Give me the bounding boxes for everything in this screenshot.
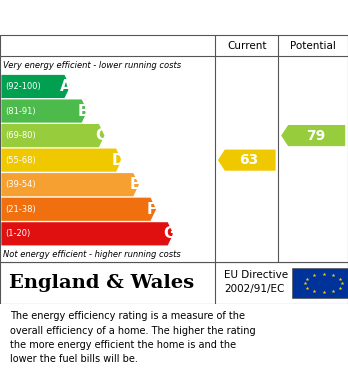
Text: C: C bbox=[95, 128, 106, 143]
Polygon shape bbox=[1, 173, 139, 196]
Text: Very energy efficient - lower running costs: Very energy efficient - lower running co… bbox=[3, 61, 181, 70]
Text: F: F bbox=[147, 202, 157, 217]
Text: G: G bbox=[163, 226, 176, 241]
Text: Not energy efficient - higher running costs: Not energy efficient - higher running co… bbox=[3, 249, 181, 258]
Text: (1-20): (1-20) bbox=[6, 229, 31, 239]
Polygon shape bbox=[1, 75, 70, 98]
Text: England & Wales: England & Wales bbox=[9, 274, 194, 292]
Bar bbox=[292, 268, 348, 298]
Text: (21-38): (21-38) bbox=[6, 205, 36, 214]
Text: (81-91): (81-91) bbox=[6, 106, 36, 115]
Text: The energy efficiency rating is a measure of the
overall efficiency of a home. T: The energy efficiency rating is a measur… bbox=[10, 311, 256, 364]
Polygon shape bbox=[1, 99, 87, 123]
Text: A: A bbox=[60, 79, 72, 94]
Text: (92-100): (92-100) bbox=[6, 82, 41, 91]
Text: (39-54): (39-54) bbox=[6, 180, 36, 189]
Polygon shape bbox=[1, 149, 122, 172]
Text: D: D bbox=[111, 152, 124, 168]
Text: (55-68): (55-68) bbox=[6, 156, 36, 165]
Text: E: E bbox=[130, 177, 140, 192]
Text: (69-80): (69-80) bbox=[6, 131, 36, 140]
Text: Current: Current bbox=[227, 41, 267, 50]
Polygon shape bbox=[1, 222, 173, 246]
Bar bbox=[0, 35, 348, 56]
Text: Potential: Potential bbox=[290, 41, 336, 50]
Text: 79: 79 bbox=[306, 129, 325, 143]
Polygon shape bbox=[1, 198, 156, 221]
Text: B: B bbox=[78, 104, 89, 118]
Text: 63: 63 bbox=[239, 153, 259, 167]
Polygon shape bbox=[281, 125, 345, 146]
Text: Energy Efficiency Rating: Energy Efficiency Rating bbox=[10, 9, 239, 27]
Polygon shape bbox=[1, 124, 104, 147]
Polygon shape bbox=[218, 150, 276, 171]
Text: EU Directive
2002/91/EC: EU Directive 2002/91/EC bbox=[224, 270, 288, 294]
